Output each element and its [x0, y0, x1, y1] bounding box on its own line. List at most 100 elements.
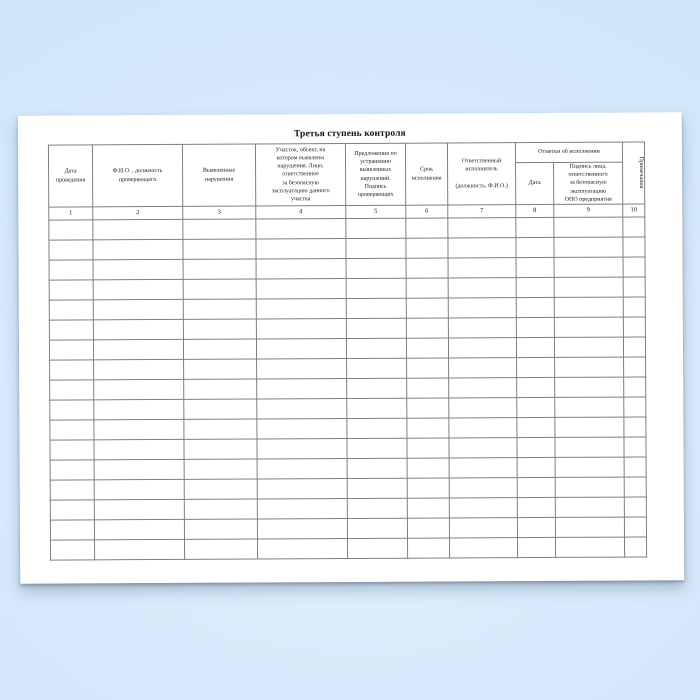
empty-cell — [623, 356, 646, 378]
empty-cell — [49, 299, 94, 321]
empty-cell — [346, 258, 407, 279]
empty-cell — [93, 319, 184, 340]
empty-cell — [623, 276, 646, 298]
empty-cell — [256, 398, 347, 419]
empty-cell — [346, 318, 407, 339]
empty-cell — [93, 299, 184, 320]
empty-cell — [448, 277, 517, 298]
empty-cell — [347, 538, 408, 559]
empty-cell — [407, 477, 450, 499]
empty-cell — [94, 479, 185, 500]
empty-cell — [183, 398, 257, 420]
empty-cell — [345, 238, 407, 259]
empty-cell — [48, 239, 94, 261]
document-page: Третья ступень контроля Дата проведения … — [17, 112, 685, 584]
empty-cell — [256, 438, 348, 459]
col-header-responsible-executor: Ответственный исполнитель (должность, Ф.… — [447, 142, 516, 205]
empty-cell — [94, 499, 185, 520]
column-number: 1 — [48, 206, 93, 221]
empty-cell — [49, 259, 94, 281]
empty-cell — [555, 517, 625, 538]
empty-cell — [555, 537, 625, 558]
empty-cell — [554, 277, 624, 298]
empty-cell — [50, 459, 95, 481]
empty-cell — [516, 437, 556, 458]
empty-cell — [517, 537, 556, 558]
empty-cell — [406, 417, 449, 439]
column-number: 3 — [182, 205, 256, 220]
empty-cell — [184, 458, 258, 480]
empty-cell — [623, 436, 647, 458]
empty-cell — [183, 298, 257, 320]
empty-cell — [516, 257, 555, 278]
empty-cell — [622, 216, 645, 238]
empty-cell — [554, 417, 624, 438]
notes-vertical-label: Примечания — [637, 157, 645, 189]
empty-cell — [623, 316, 646, 338]
empty-cell — [448, 357, 517, 378]
empty-cell — [347, 498, 408, 519]
empty-cell — [447, 217, 516, 238]
empty-cell — [347, 478, 408, 499]
empty-cell — [624, 536, 647, 558]
empty-cell — [623, 296, 646, 318]
empty-cell — [407, 457, 450, 479]
table-header: Дата проведения Ф.И.О. , должность прове… — [48, 141, 645, 221]
empty-cell — [50, 519, 95, 541]
column-number: 9 — [553, 204, 623, 218]
empty-cell — [184, 498, 258, 520]
empty-cell — [93, 339, 184, 360]
empty-cell — [255, 218, 346, 239]
empty-cell — [516, 317, 555, 338]
empty-cell — [623, 396, 646, 418]
empty-cell — [516, 297, 555, 318]
empty-cell — [93, 379, 184, 400]
empty-cell — [406, 257, 449, 279]
empty-cell — [49, 359, 94, 381]
empty-cell — [256, 298, 347, 319]
empty-cell — [624, 476, 647, 498]
empty-cell — [256, 418, 347, 439]
empty-cell — [448, 397, 517, 418]
empty-cell — [554, 397, 624, 418]
empty-cell — [257, 498, 348, 519]
empty-cell — [92, 219, 183, 240]
empty-cell — [183, 258, 257, 280]
col-header-execution-marks-group: Отметки об исполнении — [515, 142, 623, 163]
empty-cell — [554, 297, 624, 318]
empty-cell — [624, 516, 647, 538]
empty-cell — [256, 338, 347, 359]
col-header-elimination-proposals: Предложения по устранению выявленных нар… — [345, 143, 406, 206]
empty-cell — [405, 237, 449, 259]
empty-cell — [516, 377, 555, 398]
empty-cell — [624, 456, 647, 478]
empty-cell — [448, 417, 517, 438]
empty-cell — [183, 438, 258, 460]
empty-cell — [517, 497, 556, 518]
empty-cell — [623, 256, 646, 278]
empty-cell — [183, 358, 257, 380]
empty-cell — [554, 317, 624, 338]
empty-cell — [92, 239, 184, 260]
empty-cell — [346, 338, 407, 359]
empty-cell — [346, 278, 407, 299]
empty-cell — [94, 539, 185, 560]
col-header-date-of-check: Дата проведения — [48, 144, 93, 208]
empty-cell — [256, 318, 347, 339]
document-title: Третья ступень контроля — [293, 128, 406, 140]
empty-cell — [623, 376, 646, 398]
empty-cell — [256, 378, 347, 399]
empty-cell — [182, 238, 257, 260]
empty-cell — [257, 478, 348, 499]
empty-cell — [406, 357, 449, 379]
empty-cell — [555, 477, 625, 498]
empty-cell — [407, 517, 450, 539]
empty-cell — [257, 538, 348, 559]
empty-cell — [406, 397, 449, 419]
column-number: 5 — [345, 205, 406, 219]
empty-cell — [448, 377, 517, 398]
column-number: 4 — [255, 205, 346, 219]
empty-cell — [554, 337, 624, 358]
empty-table-row — [50, 536, 647, 561]
empty-cell — [449, 457, 518, 478]
